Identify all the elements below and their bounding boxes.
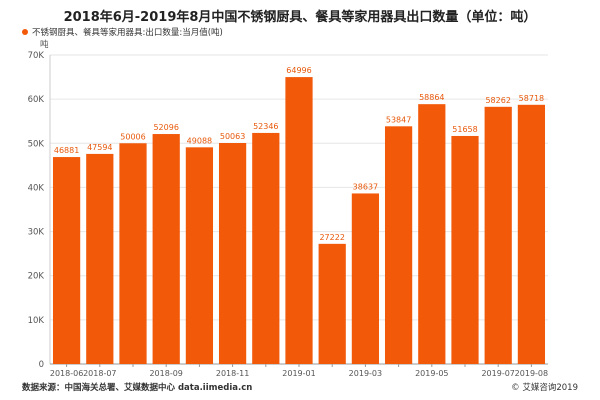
data-label: 46881: [54, 146, 79, 155]
data-label: 64996: [286, 66, 311, 75]
data-label: 58718: [519, 94, 544, 103]
bar: [252, 132, 280, 364]
legend: 不锈钢厨具、餐具等家用器具:出口数量:当月值(吨): [22, 26, 223, 38]
bar: [318, 243, 346, 364]
data-label: 49088: [187, 136, 212, 145]
bar: [451, 135, 479, 364]
x-tick-label: 2019-01: [282, 369, 315, 378]
x-tick-label: 2019-07: [481, 369, 514, 378]
bar: [285, 77, 313, 365]
x-tick-label: 2018-11: [216, 369, 249, 378]
x-tick-label: 2018-09: [149, 369, 182, 378]
y-tick-label: 60K: [28, 95, 45, 105]
bar: [351, 193, 380, 364]
data-source: 数据来源：中国海关总署、艾媒数据中心 data.iimedia.cn: [22, 383, 253, 393]
bar: [218, 143, 247, 364]
data-label: 58262: [485, 96, 510, 105]
bar: [484, 106, 512, 365]
data-label: 50006: [120, 132, 145, 141]
y-tick-label: 50K: [28, 139, 45, 149]
y-tick-label: 10K: [28, 316, 45, 326]
data-label: 38637: [353, 182, 378, 191]
bar: [517, 104, 546, 364]
bar: [152, 134, 180, 364]
data-label: 47594: [87, 143, 112, 152]
bar: [52, 157, 81, 364]
y-tick-label: 30K: [28, 228, 45, 238]
bar: [418, 104, 446, 365]
bar: [384, 126, 413, 364]
y-tick-label: 20K: [28, 272, 45, 282]
bar: [119, 143, 147, 364]
x-tick-label: 2018-07: [83, 369, 116, 378]
y-tick-label: 70K: [28, 51, 45, 61]
data-label: 52096: [153, 123, 178, 132]
data-label: 50063: [220, 132, 245, 141]
y-tick-label: 40K: [28, 183, 45, 193]
bar: [185, 147, 214, 364]
y-axis-unit-label: 吨: [40, 40, 49, 50]
data-label: 27222: [319, 233, 344, 242]
data-label: 53847: [386, 115, 411, 124]
data-label: 58864: [419, 93, 444, 102]
chart-title: 2018年6月-2019年8月中国不锈钢厨具、餐具等家用器具出口数量（单位：吨）: [63, 10, 537, 25]
bar: [86, 153, 114, 364]
y-tick-label: 0: [39, 360, 44, 370]
data-label: 52346: [253, 122, 278, 131]
x-tick-label: 2018-06: [50, 369, 83, 378]
x-tick-label: 2019-05: [415, 369, 448, 378]
data-label: 51658: [452, 125, 477, 134]
copyright: © 艾媒咨询2019: [511, 383, 578, 393]
legend-swatch: [22, 29, 28, 35]
x-tick-label: 2019-08: [515, 369, 548, 378]
x-tick-label: 2019-03: [349, 369, 382, 378]
legend-label: 不锈钢厨具、餐具等家用器具:出口数量:当月值(吨): [32, 28, 223, 38]
